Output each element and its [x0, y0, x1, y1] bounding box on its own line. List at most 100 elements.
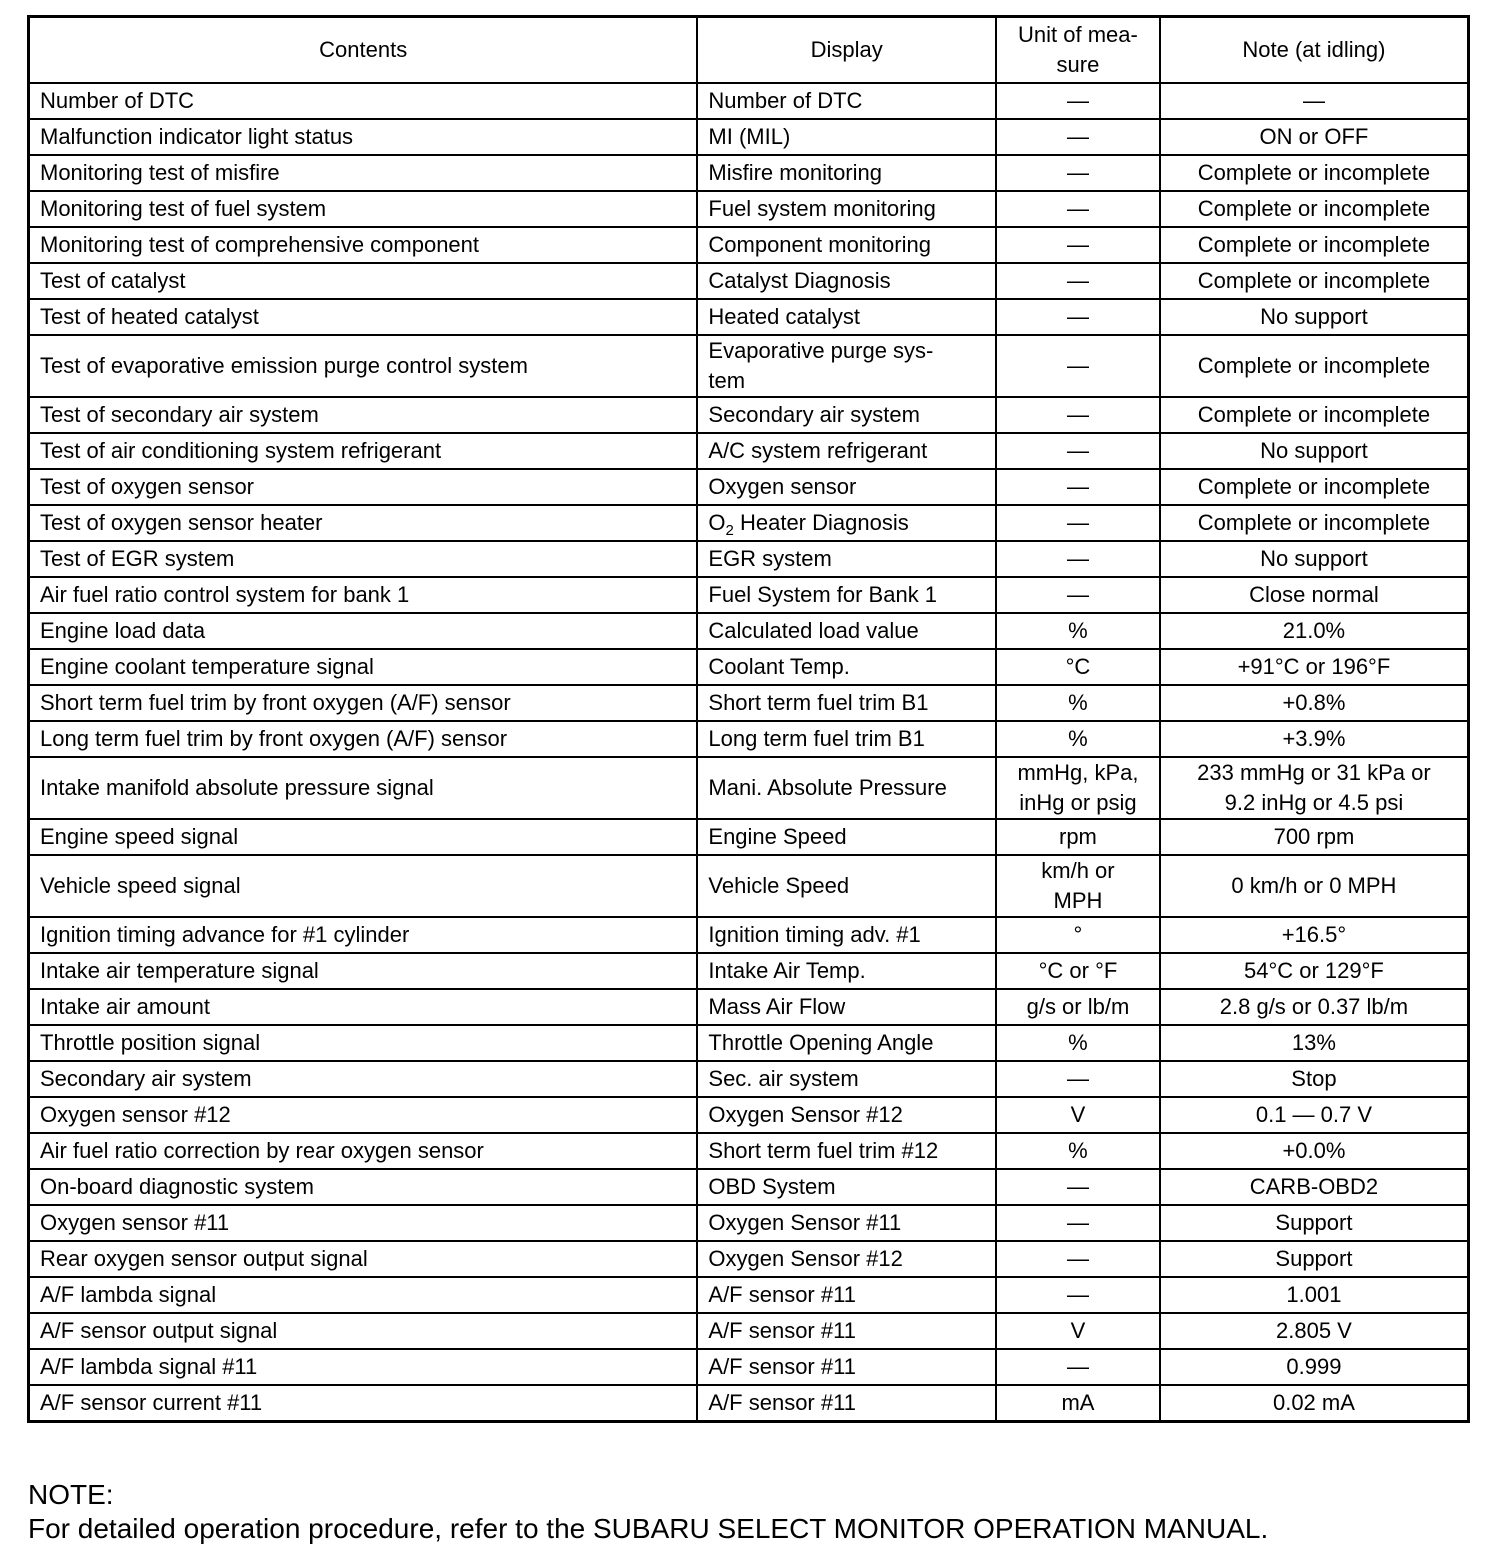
display-post: Heater Diagnosis	[733, 510, 909, 535]
cell-display: Evaporative purge sys- tem	[696, 334, 998, 398]
table-row: Test of secondary air system Secondary ai…	[27, 396, 1470, 434]
cell-contents: Short term fuel trim by front oxygen (A/…	[27, 684, 699, 722]
cell-note: +0.0%	[1158, 1132, 1470, 1170]
cell-unit: °C	[995, 648, 1161, 686]
table-row: Engine coolant temperature signal Coolant…	[27, 648, 1470, 686]
table-row: Oxygen sensor #11 Oxygen Sensor #11— Suppo…	[27, 1204, 1470, 1242]
table-row: A/F sensor current #11 A/F sensor #11 mA 0.…	[27, 1384, 1470, 1423]
cell-display: Fuel system monitoring	[696, 190, 998, 228]
cell-contents: Vehicle speed signal	[27, 854, 699, 918]
cell-note: No support	[1158, 540, 1470, 578]
cell-display: Intake Air Temp.	[696, 952, 998, 990]
cell-note: 0.1 — 0.7 V	[1158, 1096, 1470, 1134]
cell-contents: Intake manifold absolute pressure signal	[27, 756, 699, 820]
cell-unit: —	[995, 82, 1161, 120]
table-row: Monitoring test of misfire Misfire monito…	[27, 154, 1470, 192]
table-row: A/F lambda signal A/F sensor #11—1.001	[27, 1276, 1470, 1314]
table-row: Test of catalyst Catalyst Diagnosis — Compl…	[27, 262, 1470, 300]
cell-unit: V	[995, 1312, 1161, 1350]
cell-note: 1.001	[1158, 1276, 1470, 1314]
table-row: Vehicle speed signal Vehicle Speed km/h or…	[27, 854, 1470, 918]
cell-note: 21.0%	[1158, 612, 1470, 650]
cell-unit: —	[995, 334, 1161, 398]
cell-contents: Rear oxygen sensor output signal	[27, 1240, 699, 1278]
cell-contents: Test of catalyst	[27, 262, 699, 300]
cell-display: Component monitoring	[696, 226, 998, 264]
cell-display: Short term fuel trim B1	[696, 684, 998, 722]
cell-contents: Engine coolant temperature signal	[27, 648, 699, 686]
table-row: A/F sensor output signal A/F sensor #11 V 2…	[27, 1312, 1470, 1350]
cell-note: Complete or incomplete	[1158, 468, 1470, 506]
cell-unit: —	[995, 262, 1161, 300]
cell-display: Ignition timing adv. #1	[696, 916, 998, 954]
table-row: A/F lambda signal #11 A/F sensor #11—0.99…	[27, 1348, 1470, 1386]
table-row: Intake air amount Mass Air Flow g/s or lb/…	[27, 988, 1470, 1026]
cell-unit: —	[995, 190, 1161, 228]
cell-note: 54°C or 129°F	[1158, 952, 1470, 990]
cell-contents: Test of air conditioning system refriger…	[27, 432, 699, 470]
cell-unit: —	[995, 576, 1161, 614]
header-unit: Unit of mea- sure	[995, 15, 1161, 84]
table-row: Rear oxygen sensor output signal Oxygen S…	[27, 1240, 1470, 1278]
cell-display: Coolant Temp.	[696, 648, 998, 686]
data-monitor-table: Contents Display Unit of mea- sure Note (at…	[27, 15, 1470, 1423]
cell-contents: Monitoring test of misfire	[27, 154, 699, 192]
cell-display: A/F sensor #11	[696, 1312, 998, 1350]
table-row: Test of oxygen sensor Oxygen sensor — Compl…	[27, 468, 1470, 506]
cell-display: Oxygen sensor	[696, 468, 998, 506]
header-display: Display	[696, 15, 998, 84]
cell-note: +16.5°	[1158, 916, 1470, 954]
cell-unit: —	[995, 226, 1161, 264]
cell-contents: Intake air amount	[27, 988, 699, 1026]
cell-display: Fuel System for Bank 1	[696, 576, 998, 614]
cell-note: Complete or incomplete	[1158, 396, 1470, 434]
cell-display: Mass Air Flow	[696, 988, 998, 1026]
cell-note: Support	[1158, 1240, 1470, 1278]
note: NOTE: For detailed operation procedure, …	[28, 1478, 1268, 1546]
cell-display: Engine Speed	[696, 818, 998, 856]
cell-contents: Air fuel ratio control system for bank 1	[27, 576, 699, 614]
cell-unit: —	[995, 298, 1161, 336]
cell-unit: °C or °F	[995, 952, 1161, 990]
cell-note: Complete or incomplete	[1158, 226, 1470, 264]
cell-note: Support	[1158, 1204, 1470, 1242]
cell-note: +91°C or 196°F	[1158, 648, 1470, 686]
cell-contents: Monitoring test of fuel system	[27, 190, 699, 228]
header-contents: Contents	[27, 15, 699, 84]
cell-unit: —	[995, 1060, 1161, 1098]
cell-contents: Test of evaporative emission purge contr…	[27, 334, 699, 398]
cell-note: CARB-OBD2	[1158, 1168, 1470, 1206]
cell-unit: V	[995, 1096, 1161, 1134]
cell-note: No support	[1158, 432, 1470, 470]
cell-contents: Number of DTC	[27, 82, 699, 120]
cell-note: 0 km/h or 0 MPH	[1158, 854, 1470, 918]
table-row: Intake manifold absolute pressure signal…	[27, 756, 1470, 820]
header-note: Note (at idling)	[1158, 15, 1470, 84]
cell-display: Oxygen Sensor #12	[696, 1240, 998, 1278]
table-row: Secondary air system Sec. air system — Stop	[27, 1060, 1470, 1098]
table-row: Air fuel ratio control system for bank 1…	[27, 576, 1470, 614]
cell-unit: mmHg, kPa, inHg or psig	[995, 756, 1161, 820]
cell-display: O2 Heater Diagnosis	[696, 504, 998, 542]
table-row: Monitoring test of comprehensive compone…	[27, 226, 1470, 264]
cell-display: OBD System	[696, 1168, 998, 1206]
cell-display: Heated catalyst	[696, 298, 998, 336]
cell-note: No support	[1158, 298, 1470, 336]
cell-note: Complete or incomplete	[1158, 262, 1470, 300]
cell-display: Vehicle Speed	[696, 854, 998, 918]
cell-display: A/C system refrigerant	[696, 432, 998, 470]
cell-note: 2.8 g/s or 0.37 lb/m	[1158, 988, 1470, 1026]
cell-note: Complete or incomplete	[1158, 504, 1470, 542]
cell-unit: —	[995, 432, 1161, 470]
cell-note: +3.9%	[1158, 720, 1470, 758]
cell-note: 700 rpm	[1158, 818, 1470, 856]
cell-display: Oxygen Sensor #12	[696, 1096, 998, 1134]
cell-unit: —	[995, 504, 1161, 542]
cell-unit: %	[995, 720, 1161, 758]
cell-unit: %	[995, 612, 1161, 650]
cell-display: Number of DTC	[696, 82, 998, 120]
table-row: Short term fuel trim by front oxygen (A/…	[27, 684, 1470, 722]
cell-display: MI (MIL)	[696, 118, 998, 156]
cell-contents: Long term fuel trim by front oxygen (A/F…	[27, 720, 699, 758]
note-label: NOTE:	[28, 1479, 114, 1510]
